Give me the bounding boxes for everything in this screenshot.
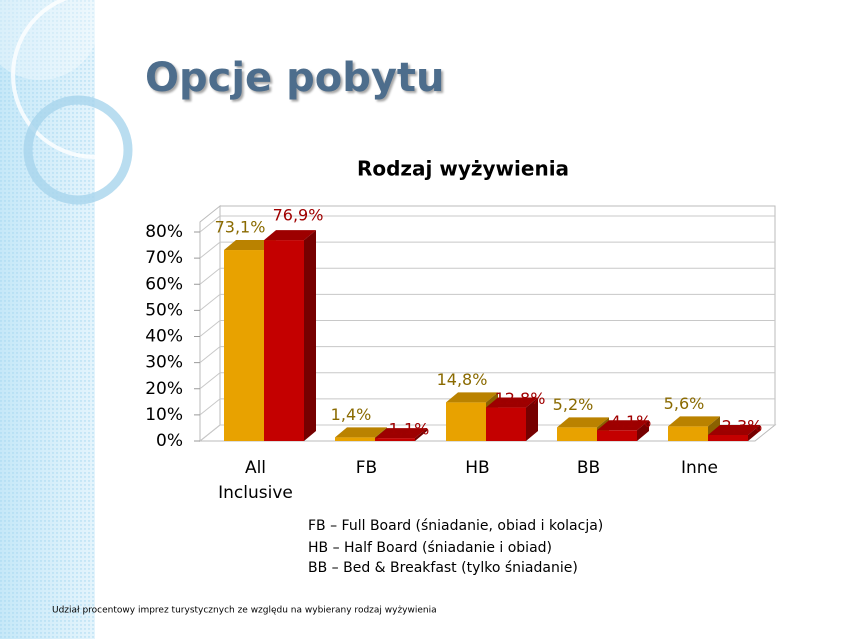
y-tick-label: 10% <box>145 405 183 425</box>
bar-front <box>335 437 375 441</box>
y-tick-label: 60% <box>145 274 183 294</box>
note: BB – Bed & Breakfast (tylko śniadanie) <box>308 560 578 576</box>
y-tick-label: 20% <box>145 379 183 399</box>
grid-line <box>199 346 775 364</box>
bar-top <box>375 428 427 439</box>
grid-line <box>199 293 775 311</box>
y-tick-label: 40% <box>145 327 183 347</box>
y-tick-label: 30% <box>145 353 183 373</box>
x-tick-label: All Inclusive <box>218 458 293 503</box>
bar-front <box>375 438 415 441</box>
value-label: 2,3% <box>722 416 763 435</box>
bar-front <box>557 427 597 441</box>
bar-side <box>415 428 427 441</box>
bar-side <box>304 230 316 441</box>
y-tick-label: 70% <box>145 248 183 268</box>
bar-top <box>264 230 316 241</box>
footer: Udział procentowy imprez turystycznych z… <box>52 606 437 616</box>
chart-title: Rodzaj wyżywienia <box>357 157 569 181</box>
value-label: 14,8% <box>437 370 488 389</box>
bar-front <box>446 402 486 441</box>
value-label: 4,1% <box>611 412 652 431</box>
grid-line <box>199 398 775 416</box>
bar-top <box>486 397 538 408</box>
bar-front <box>597 430 637 441</box>
bar-front <box>486 407 526 441</box>
grid-line <box>199 267 775 285</box>
bar <box>264 230 316 441</box>
bar <box>708 424 760 441</box>
y-tick-label: 0% <box>156 431 183 451</box>
note: HB – Half Board (śniadanie i obiad) <box>308 540 553 556</box>
value-label: 5,2% <box>553 395 594 414</box>
bar-top <box>708 424 760 435</box>
bar-top <box>597 420 649 431</box>
grid-line <box>199 320 775 337</box>
bar-front <box>264 240 304 441</box>
grid-line <box>199 215 775 233</box>
bar-top <box>557 417 609 428</box>
bar-front <box>224 250 264 441</box>
grid-line <box>199 241 775 259</box>
bar-side <box>748 424 760 441</box>
bar-side <box>637 420 649 441</box>
y-tick-label: 50% <box>145 300 183 320</box>
value-label: 76,9% <box>273 206 324 225</box>
value-label: 12,8% <box>495 389 546 408</box>
bar-side <box>526 397 538 441</box>
value-label: 5,6% <box>664 394 705 413</box>
y-tick-label: 80% <box>145 222 183 242</box>
bar-top <box>446 392 498 403</box>
x-tick-label: HB <box>465 458 490 478</box>
x-tick-label: FB <box>355 458 378 478</box>
bar <box>486 397 538 441</box>
value-label: 1,4% <box>331 405 372 424</box>
bar <box>375 428 427 441</box>
grid-line <box>199 372 775 390</box>
decoration <box>0 0 179 639</box>
bar-top <box>224 240 276 251</box>
value-label: 73,1% <box>215 218 266 237</box>
bar <box>597 420 649 441</box>
x-tick-label: BB <box>576 458 601 478</box>
bar-top <box>668 416 720 427</box>
x-tick-label: Inne <box>680 458 719 478</box>
note: FB – Full Board (śniadanie, obiad i kola… <box>308 518 604 534</box>
value-label: 1,1% <box>389 420 430 439</box>
bar-front <box>668 426 708 441</box>
bar-front <box>708 434 748 441</box>
bar-top <box>335 427 387 438</box>
slide-title: Opcje pobytu <box>145 55 445 101</box>
